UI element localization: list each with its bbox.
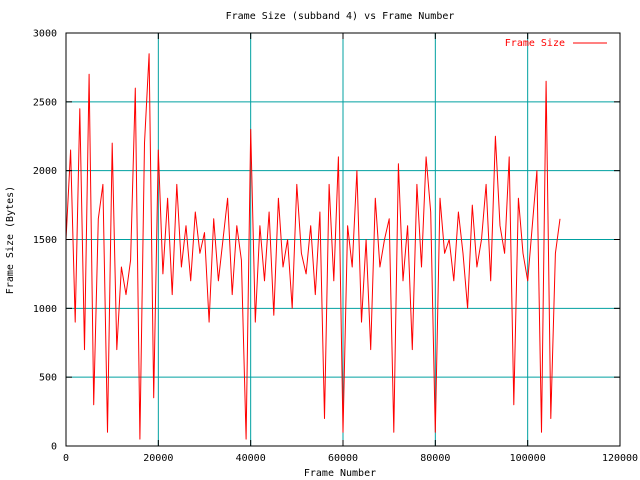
legend: Frame Size	[505, 38, 607, 49]
x-tick-label: 60000	[328, 453, 358, 464]
series-layer	[65, 53, 561, 440]
axis-ticks: 0 20000 40000 60000 80000 100000 120000 0 500 100…	[33, 29, 638, 465]
x-tick-label: 0	[63, 453, 69, 464]
x-tick-label: 100000	[510, 453, 546, 464]
x-tick-label: 80000	[420, 453, 450, 464]
y-tick-label: 500	[39, 373, 57, 384]
y-axis-label: Frame Size (Bytes)	[5, 186, 16, 294]
y-tick-label: 1500	[33, 235, 57, 246]
y-tick-label: 2000	[33, 166, 57, 177]
x-tick-label: 40000	[236, 453, 266, 464]
series-line-frame-size	[65, 53, 561, 440]
chart-title: Frame Size (subband 4) vs Frame Number	[226, 11, 455, 22]
y-tick-label: 3000	[33, 29, 57, 40]
y-tick-label: 2500	[33, 97, 57, 108]
x-tick-label: 120000	[602, 453, 638, 464]
x-tick-label: 20000	[143, 453, 173, 464]
y-tick-label: 1000	[33, 304, 57, 315]
x-axis-label: Frame Number	[304, 468, 376, 479]
y-tick-label: 0	[51, 442, 57, 453]
legend-label: Frame Size	[505, 38, 565, 49]
